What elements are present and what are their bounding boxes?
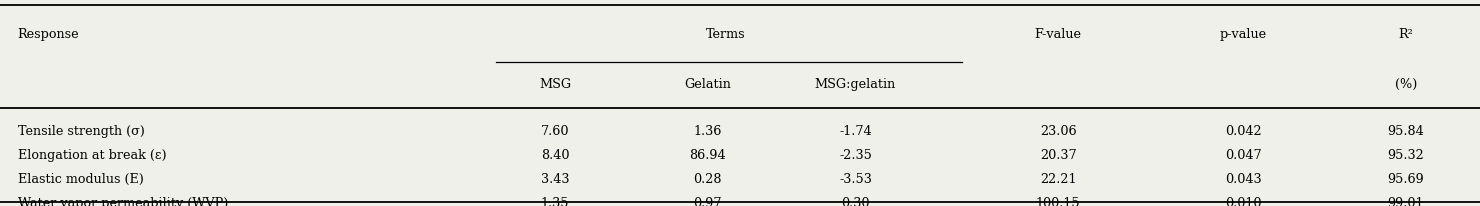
Text: 23.06: 23.06 <box>1040 124 1076 137</box>
Text: 99.01: 99.01 <box>1388 197 1424 206</box>
Text: MSG: MSG <box>539 78 571 91</box>
Text: 0.97: 0.97 <box>693 197 722 206</box>
Text: 0.043: 0.043 <box>1225 172 1261 185</box>
Text: p-value: p-value <box>1220 28 1267 40</box>
Text: 0.28: 0.28 <box>693 172 722 185</box>
Text: Elongation at break (ε): Elongation at break (ε) <box>18 149 166 161</box>
Text: 22.21: 22.21 <box>1040 172 1076 185</box>
Text: 86.94: 86.94 <box>690 149 725 161</box>
Text: -3.53: -3.53 <box>839 172 872 185</box>
Text: 0.047: 0.047 <box>1225 149 1261 161</box>
Text: 0.010: 0.010 <box>1225 197 1261 206</box>
Text: Elastic modulus (E): Elastic modulus (E) <box>18 172 144 185</box>
Text: 8.40: 8.40 <box>540 149 570 161</box>
Text: 3.43: 3.43 <box>540 172 570 185</box>
Text: R²: R² <box>1399 28 1413 40</box>
Text: 1.36: 1.36 <box>693 124 722 137</box>
Text: Gelatin: Gelatin <box>684 78 731 91</box>
Text: 1.35: 1.35 <box>540 197 570 206</box>
Text: F-value: F-value <box>1035 28 1082 40</box>
Text: Water vapor permeability (WVP): Water vapor permeability (WVP) <box>18 197 228 206</box>
Text: 20.37: 20.37 <box>1040 149 1076 161</box>
Text: -1.74: -1.74 <box>839 124 872 137</box>
Text: MSG:gelatin: MSG:gelatin <box>815 78 895 91</box>
Text: Response: Response <box>18 28 80 40</box>
Text: 0.042: 0.042 <box>1225 124 1261 137</box>
Text: 95.32: 95.32 <box>1388 149 1424 161</box>
Text: 0.30: 0.30 <box>841 197 870 206</box>
Text: Terms: Terms <box>706 28 744 40</box>
Text: Tensile strength (σ): Tensile strength (σ) <box>18 124 145 137</box>
Text: 95.69: 95.69 <box>1388 172 1424 185</box>
Text: (%): (%) <box>1394 78 1418 91</box>
Text: -2.35: -2.35 <box>839 149 872 161</box>
Text: 7.60: 7.60 <box>540 124 570 137</box>
Text: 95.84: 95.84 <box>1388 124 1424 137</box>
Text: 100.15: 100.15 <box>1036 197 1080 206</box>
